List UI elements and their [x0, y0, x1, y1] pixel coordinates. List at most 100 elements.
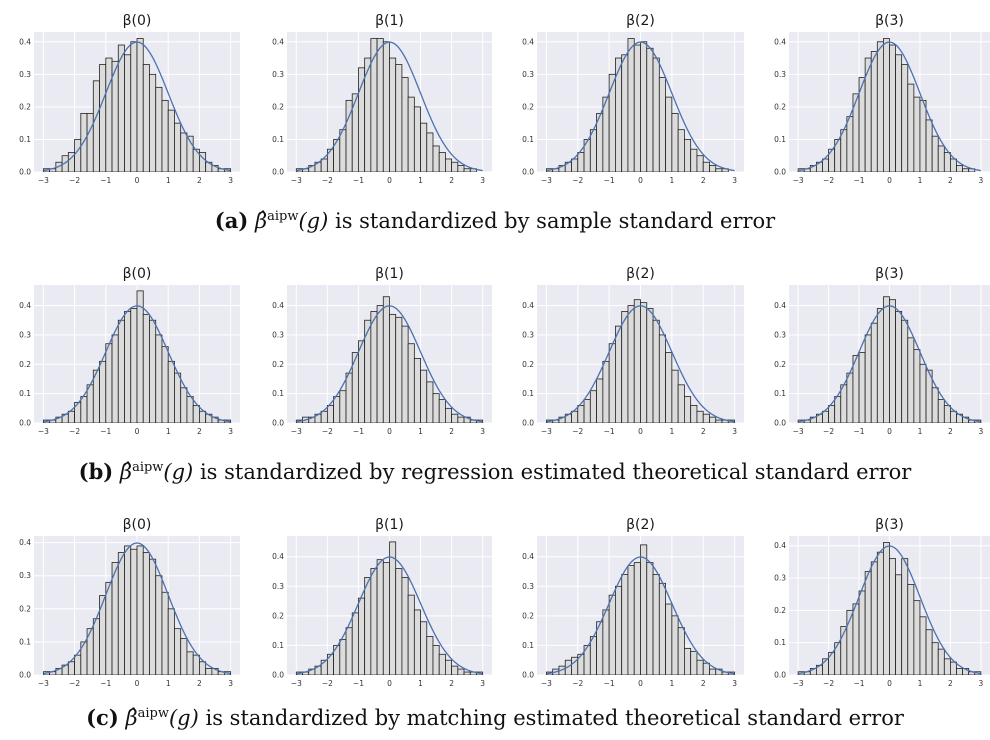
row-c-plot-3-bar	[931, 642, 939, 675]
row-a-plot-3-bar	[846, 116, 854, 172]
row-b-plot-1-xtick-label: −1	[353, 427, 364, 436]
row-a-plot-3-bar	[956, 165, 963, 172]
row-b-plot-3-bar	[931, 387, 939, 423]
caption-a-text: is standardized by sample standard error	[334, 209, 776, 233]
row-a-plot-1-xtick-label: 0	[387, 176, 392, 185]
row-c-plot-1-bar	[358, 597, 366, 675]
row-a-plot-2-xtick-label: −1	[604, 176, 615, 185]
row-b-plot-1-bar	[401, 325, 409, 423]
row-c-plot-0-ytick-label: 0.1	[19, 637, 31, 646]
caption-b-text: is standardized by regression estimated …	[199, 460, 912, 484]
row-a-plot-2-bar	[684, 139, 692, 172]
row-a-plot-0-bar	[105, 57, 113, 172]
row-c-plot-0-bar	[67, 661, 75, 675]
row-b-plot-0-ytick-label: 0.2	[19, 360, 31, 369]
row-c-plot-2-xtick-label: −2	[572, 679, 583, 688]
row-b-plot-0-bar	[167, 360, 175, 423]
row-a-plot-1-bar	[339, 129, 347, 172]
row-a-plot-1-bar	[457, 165, 465, 172]
row-c-plot-3-xtick-label: 3	[978, 679, 983, 688]
row-c-plot-3-bar	[883, 542, 890, 675]
row-c-plot-0-title: β(0)	[123, 517, 152, 533]
row-a-plot-3-xtick-label: 0	[887, 176, 892, 185]
row-c-plot-1-xtick-label: 0	[387, 679, 392, 688]
row-a-plot-0-bar	[161, 99, 169, 172]
row-b-plot-0-ytick-label: 0.1	[19, 389, 31, 398]
row-a-plot-1-bar	[432, 145, 440, 172]
row-a-plot-3-bar	[962, 168, 970, 172]
row-b-plot-3-ytick-label: 0.0	[774, 419, 786, 428]
row-b-plot-3-bar	[864, 334, 872, 423]
row-c-plot-1-xtick-label: 1	[418, 679, 423, 688]
row-a-plot-0-ytick-label: 0.3	[19, 70, 31, 79]
row-a-plot-0-xtick-label: −2	[69, 176, 80, 185]
row-a-plot-3-ytick-label: 0.3	[774, 70, 786, 79]
row-a-plot-3-ytick-label: 0.1	[774, 135, 786, 144]
row-c-plot-2-bar	[671, 615, 679, 675]
row-b-plot-0: −3 −2 −1 0 1 2 3 0.0 0.1 0.2 0.3 0.4 β(0)	[19, 266, 240, 436]
row-a-plot-3-bar	[822, 158, 829, 172]
row-b-plot-3-bar	[834, 396, 842, 423]
row-c-plot-0-bar	[142, 552, 150, 675]
row-c-plot-0-bar	[92, 618, 100, 675]
caption-b-estimator: β̂	[119, 460, 133, 484]
row-a-plot-1-ytick-label: 0.2	[272, 102, 284, 111]
row-b-plot-0-bar	[186, 396, 194, 423]
row-a-plot-3-bar	[840, 129, 848, 172]
row-c-plot-0-bar	[111, 562, 119, 675]
row-b-plot-2-bar	[709, 416, 717, 423]
row-b-plot-0-xtick-label: 2	[197, 427, 202, 436]
row-b-plot-2: −3 −2 −1 0 1 2 3 0.0 0.1 0.2 0.3 0.4 β(2)	[522, 266, 744, 436]
row-c-plot-3-bars	[797, 542, 982, 675]
row-c-plot-2-bar	[677, 627, 685, 675]
row-b-plot-1-bar	[438, 399, 446, 423]
row-a-plot-0-xtick-label: 0	[135, 176, 140, 185]
row-c-plot-3-bar	[876, 551, 884, 675]
row-a-plot-0-ytick-label: 0.1	[19, 135, 31, 144]
row-c-plot-1-ytick-label: 0.4	[272, 552, 284, 561]
caption-c-superscript: aipw	[137, 706, 169, 721]
caption-b-argument: (g)	[163, 460, 194, 484]
row-b-plot-2-bar	[690, 404, 698, 423]
row-c-plot-2-ytick-label: 0.3	[522, 582, 534, 591]
row-a-plot-2-bar	[633, 44, 641, 172]
row-b-plot-2-bar	[621, 311, 629, 423]
row-c-plot-2-xtick-label: −3	[541, 679, 552, 688]
row-b-plot-3-bar	[852, 355, 860, 423]
row-a-plot-3-bar	[937, 145, 945, 172]
row-c-plot-0-bar	[130, 548, 138, 675]
row-c-plot-2-bar	[608, 594, 616, 675]
row-c-plot-0-xtick-label: −2	[69, 679, 80, 688]
row-a-plot-1-ytick-label: 0.1	[272, 135, 284, 144]
row-a-plot-2-bar	[677, 129, 685, 172]
row-c-plot-0-xtick-label: 1	[166, 679, 171, 688]
row-c-plot-0-xtick-label: −1	[100, 679, 111, 688]
row-a-plot-2-bar	[665, 96, 673, 172]
row-a-plot-0: −3 −2 −1 0 1 2 3 0.0 0.1 0.2 0.3 0.4 β(0)	[19, 13, 240, 185]
caption-b: (b) β̂aipw(g) is standardized by regress…	[0, 459, 990, 484]
row-c-plot-2-bar	[652, 574, 660, 675]
row-b-plot-3-bar	[937, 399, 945, 423]
row-b-plot-3-xtick-label: 0	[887, 427, 892, 436]
row-b-plot-2-bar	[646, 308, 654, 423]
row-b-plot-0-bar	[161, 346, 169, 423]
row-a-plot-1-xtick-label: −1	[353, 176, 364, 185]
row-c-plot-3-bar	[870, 561, 878, 675]
row-b-plot-0-bar	[149, 319, 157, 423]
row-c-plot-2-bar	[627, 565, 635, 675]
row-c-plot-2-bar	[658, 582, 666, 675]
row-c-plot-3-bar	[864, 571, 872, 675]
row-c-plot-0-xtick-label: 3	[228, 679, 233, 688]
row-c-plot-0-ytick-label: 0.2	[19, 604, 31, 613]
row-b-plot-1-bar	[413, 358, 421, 423]
row-b-plot-0-title: β(0)	[123, 266, 152, 282]
row-c-plot-3-bar	[925, 629, 933, 675]
row-c-plot-0-bar	[155, 575, 163, 675]
row-c-plot-3-bar	[937, 648, 945, 675]
row-b-plot-1-xtick-label: −2	[322, 427, 333, 436]
row-b-plot-0-bar	[199, 410, 207, 423]
row-a-plot-3-bars	[797, 38, 976, 172]
row-b-plot-3-bar	[943, 404, 951, 423]
row-c-plot-3-bar	[889, 558, 896, 675]
row-b-plot-3-ytick-label: 0.2	[774, 360, 786, 369]
